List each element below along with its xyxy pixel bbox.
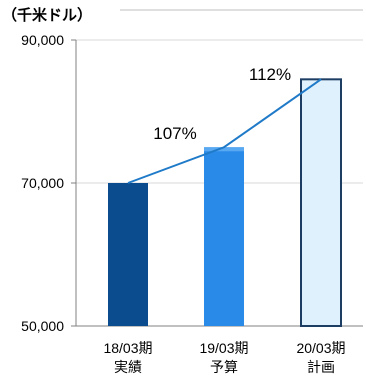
growth-label-3: 112% [249,65,291,84]
bar-3 [300,78,342,327]
category-label-line2: 実績 [114,359,142,375]
category-label-line2: 予算 [210,359,238,375]
unit-label: （千米ドル） [2,6,93,24]
y-tick-label: 70,000 [21,175,64,191]
bar-2 [204,147,244,326]
category-label-line2: 計画 [307,359,335,375]
category-label-line1: 19/03期 [199,340,248,356]
y-tick-label: 50,000 [21,318,64,334]
category-label-line1: 18/03期 [103,340,152,356]
bar-2-highlight [204,147,244,152]
growth-label-2: 107% [153,124,196,143]
bar-1 [108,183,148,326]
y-tick-label: 90,000 [21,32,64,48]
trend-line [127,78,322,184]
category-label-line1: 20/03期 [296,340,345,356]
